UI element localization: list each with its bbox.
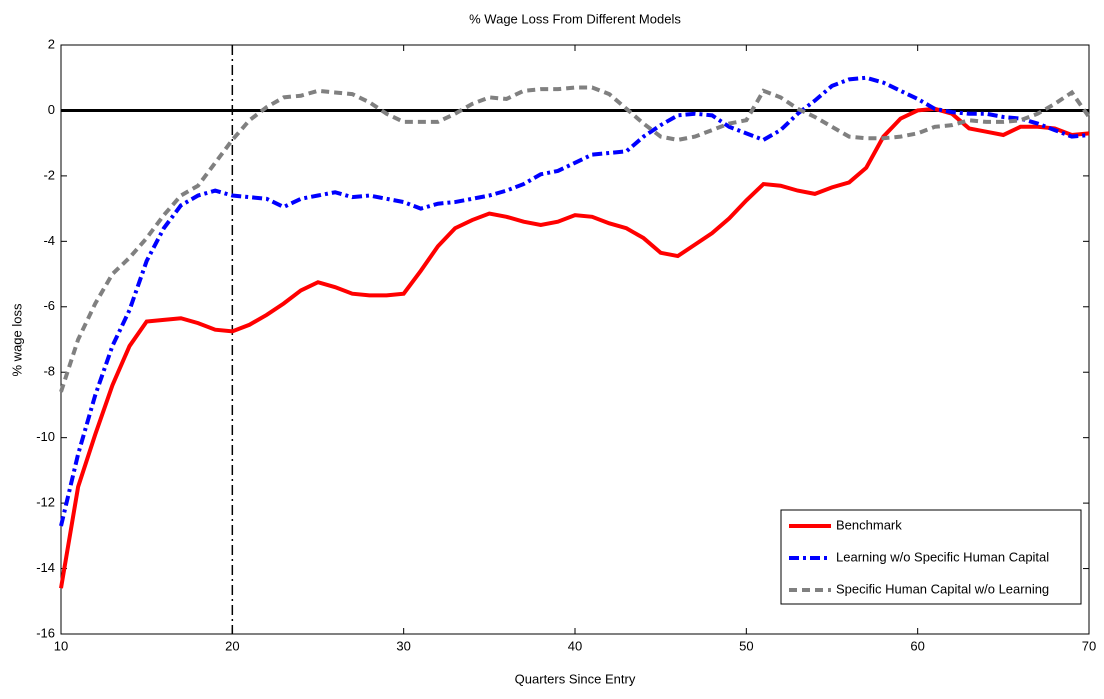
- y-tick-label: -14: [36, 560, 55, 575]
- y-tick-label: -12: [36, 495, 55, 510]
- y-tick-label: -4: [43, 233, 55, 248]
- x-tick-label: 50: [739, 638, 753, 653]
- legend-label: Benchmark: [836, 517, 902, 532]
- x-tick-label: 10: [54, 638, 68, 653]
- series-line: [59, 85, 1091, 393]
- series-line: [59, 75, 1090, 527]
- x-tick-label: 20: [225, 638, 239, 653]
- y-tick-label: -10: [36, 429, 55, 444]
- y-axis-label: % wage loss: [9, 303, 24, 376]
- legend-label: Specific Human Capital w/o Learning: [836, 581, 1049, 596]
- y-tick-label: -6: [43, 298, 55, 313]
- y-tick-label: -16: [36, 625, 55, 640]
- y-tick-label: 2: [48, 36, 55, 51]
- y-tick-label: -8: [43, 364, 55, 379]
- plot-frame: [60, 44, 1090, 635]
- y-tick-label: -2: [43, 167, 55, 182]
- chart-title: % Wage Loss From Different Models: [469, 11, 681, 26]
- x-tick-label: 30: [396, 638, 410, 653]
- x-tick-label: 60: [910, 638, 924, 653]
- x-tick-label: 70: [1082, 638, 1096, 653]
- x-axis-label: Quarters Since Entry: [515, 671, 636, 686]
- x-tick-label: 40: [568, 638, 582, 653]
- y-tick-label: 0: [48, 102, 55, 117]
- series-line: [59, 106, 1090, 589]
- legend-label: Learning w/o Specific Human Capital: [836, 549, 1049, 564]
